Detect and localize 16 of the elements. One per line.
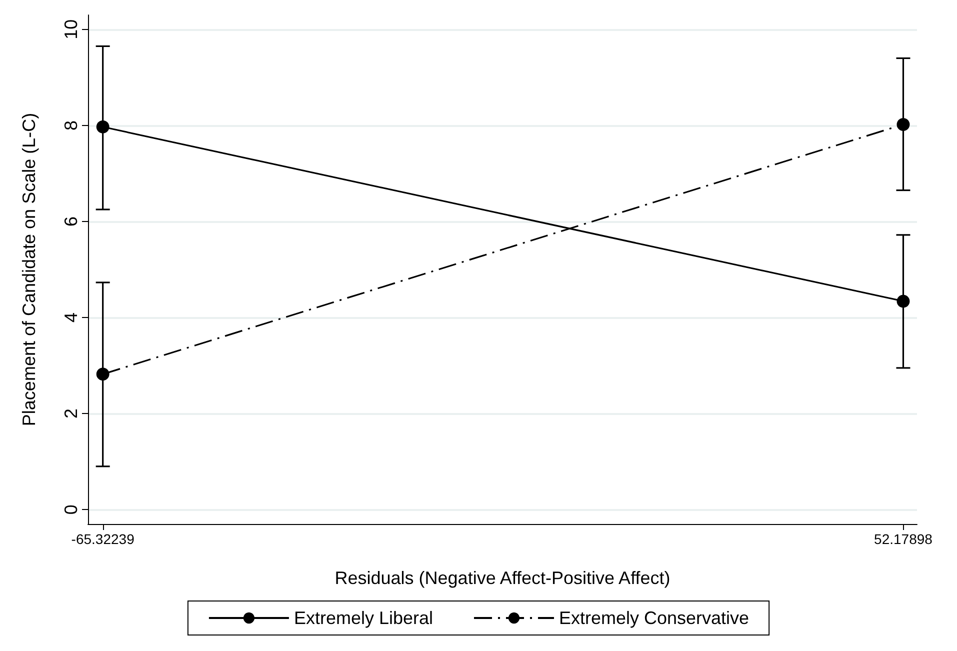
point xyxy=(896,294,910,308)
legend-label: Extremely Liberal xyxy=(294,608,434,628)
x-tick-label: 52.17898 xyxy=(874,531,933,547)
y-axis-title: Placement of Candidate on Scale (L-C) xyxy=(19,112,39,426)
legend-label: Extremely Conservative xyxy=(558,608,750,628)
x-tick-label: -65.32239 xyxy=(71,531,135,547)
point xyxy=(896,118,910,131)
y-tick-label: 10 xyxy=(61,19,81,40)
y-tick-label: 2 xyxy=(61,408,81,419)
point xyxy=(96,368,110,381)
y-tick-label: 4 xyxy=(61,312,81,323)
x-axis-title: Residuals (Negative Affect-Positive Affect) xyxy=(334,568,670,588)
point xyxy=(96,120,110,134)
y-tick-label: 6 xyxy=(61,216,81,226)
y-tick-label: 8 xyxy=(61,120,81,130)
y-tick-label: 0 xyxy=(61,504,81,515)
